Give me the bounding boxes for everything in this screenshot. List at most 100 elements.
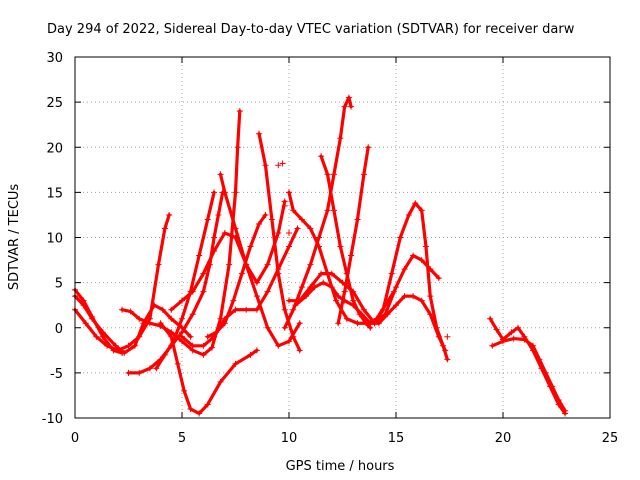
- data-point: [405, 211, 412, 218]
- data-point: [298, 216, 305, 223]
- data-point: [153, 365, 160, 372]
- data-point: [286, 243, 292, 250]
- data-point: [99, 333, 106, 340]
- data-point: [131, 342, 138, 349]
- data-point: [307, 225, 314, 232]
- series-line: [287, 253, 441, 325]
- data-point: [337, 243, 344, 250]
- data-point: [275, 342, 282, 349]
- data-point: [125, 342, 132, 349]
- data-point: [179, 333, 185, 340]
- data-point: [427, 293, 434, 300]
- data-point: [410, 293, 417, 300]
- data-point: [161, 351, 168, 358]
- data-point: [538, 365, 545, 372]
- series-arc-19: [371, 200, 451, 363]
- series-arc-18: [335, 144, 372, 327]
- data-point: [514, 324, 521, 331]
- data-point: [221, 320, 228, 327]
- data-point: [247, 351, 254, 358]
- data-point: [275, 229, 282, 236]
- data-point: [262, 211, 269, 218]
- data-point: [189, 342, 196, 349]
- data-point: [232, 306, 239, 313]
- data-point: [320, 279, 327, 286]
- data-point: [196, 252, 203, 259]
- data-point: [444, 333, 451, 340]
- data-point: [508, 329, 515, 336]
- data-point: [232, 189, 239, 196]
- data-point: [418, 257, 425, 264]
- data-point: [290, 306, 297, 313]
- data-point: [318, 270, 325, 277]
- series-line: [206, 213, 268, 339]
- data-point: [333, 297, 340, 304]
- data-point: [521, 333, 528, 340]
- data-point: [339, 279, 346, 286]
- data-point: [204, 216, 211, 223]
- data-point: [393, 302, 399, 309]
- data-point: [337, 135, 344, 142]
- data-point: [324, 171, 331, 178]
- data-point: [281, 324, 288, 331]
- data-point: [221, 229, 228, 236]
- data-point: [500, 336, 506, 343]
- data-point: [393, 284, 399, 291]
- x-tick-label: 5: [178, 431, 186, 446]
- data-point: [230, 297, 237, 304]
- data-point: [168, 306, 175, 313]
- data-point: [264, 288, 271, 295]
- grid-layer: [75, 57, 610, 418]
- series-line: [336, 145, 370, 325]
- data-point: [348, 103, 355, 110]
- data-point: [119, 306, 126, 313]
- data-point: [547, 383, 554, 390]
- data-point: [243, 306, 250, 313]
- y-tick-label: 25: [46, 96, 63, 111]
- series-line: [73, 213, 171, 352]
- x-tick-label: 25: [602, 431, 619, 446]
- data-point: [330, 207, 337, 214]
- data-point: [315, 234, 322, 241]
- data-point: [82, 320, 89, 327]
- series-arc-11: [204, 211, 269, 340]
- data-point: [341, 288, 348, 295]
- y-tick-label: 30: [46, 51, 63, 66]
- data-point: [401, 266, 408, 273]
- data-point: [307, 261, 314, 268]
- data-point: [286, 189, 292, 196]
- data-point: [350, 297, 357, 304]
- data-point: [179, 315, 185, 322]
- data-point: [253, 293, 260, 300]
- data-point: [168, 333, 175, 340]
- data-point: [104, 342, 111, 349]
- data-point: [348, 252, 355, 259]
- data-point: [433, 324, 440, 331]
- data-point: [217, 378, 224, 385]
- y-tick-label: 5: [55, 277, 63, 292]
- data-point: [161, 225, 168, 232]
- data-point: [168, 315, 175, 322]
- data-point: [80, 297, 87, 304]
- data-point: [181, 387, 188, 394]
- series-arc-12: [256, 130, 303, 354]
- data-point: [232, 360, 239, 367]
- data-point: [236, 108, 243, 115]
- data-point: [418, 297, 425, 304]
- data-point: [281, 202, 288, 209]
- data-point: [303, 293, 310, 300]
- y-tick-label: 15: [46, 186, 63, 201]
- data-point: [89, 313, 96, 320]
- data-point: [435, 275, 442, 282]
- data-point: [247, 243, 254, 250]
- data-point: [189, 311, 196, 318]
- data-point: [200, 288, 207, 295]
- data-point: [232, 225, 239, 232]
- data-point: [286, 229, 292, 236]
- data-point: [146, 365, 153, 372]
- data-point: [343, 315, 350, 322]
- data-point: [489, 342, 496, 349]
- chart-title: Day 294 of 2022, Sidereal Day-to-day VTE…: [47, 22, 575, 37]
- data-point: [296, 347, 303, 354]
- data-point: [264, 261, 271, 268]
